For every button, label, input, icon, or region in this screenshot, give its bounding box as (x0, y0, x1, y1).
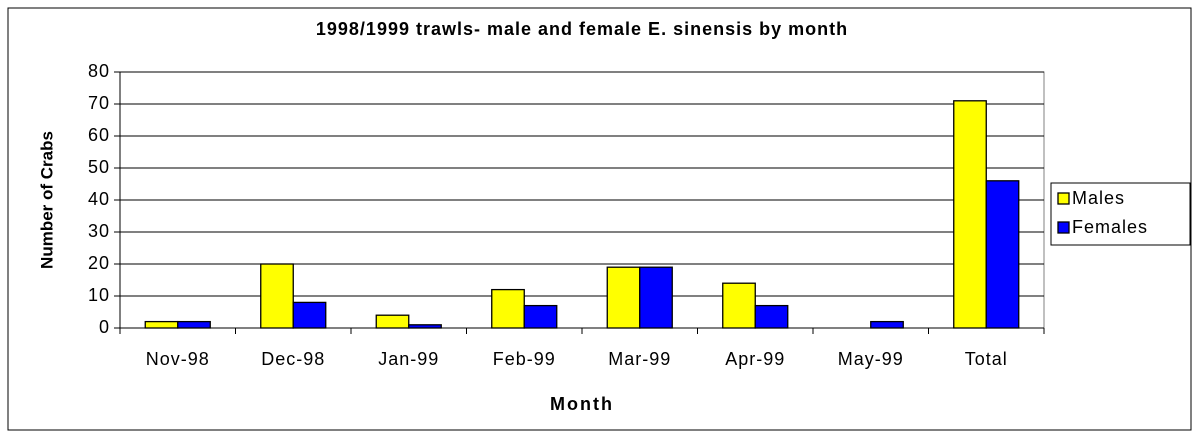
x-axis-title: Month (550, 394, 614, 414)
x-tick-label: May-99 (838, 349, 904, 369)
bar (722, 282, 756, 329)
y-tick-label: 40 (88, 189, 110, 209)
bar (523, 304, 558, 329)
chart-title: 1998/1999 trawls- male and female E. sin… (316, 19, 848, 39)
x-tick-label: Total (965, 349, 1008, 369)
y-axis-title: Number of Crabs (37, 131, 56, 269)
legend-swatch (1057, 192, 1070, 205)
legend-label: Males (1072, 188, 1125, 208)
y-tick-label: 60 (88, 125, 110, 145)
x-tick-label: Jan-99 (378, 349, 439, 369)
x-tick-label: Feb-99 (493, 349, 556, 369)
y-tick-label: 0 (99, 317, 110, 337)
legend-label: Females (1072, 217, 1148, 237)
x-tick-label: Mar-99 (608, 349, 671, 369)
bar (953, 100, 987, 329)
bar (985, 180, 1020, 329)
y-tick-label: 80 (88, 61, 110, 81)
bar (292, 301, 327, 329)
bar (870, 320, 904, 329)
y-tick-label: 10 (88, 285, 110, 305)
x-tick-label: Apr-99 (725, 349, 785, 369)
x-tick-label: Dec-98 (261, 349, 325, 369)
bar (754, 304, 789, 329)
y-tick-label: 30 (88, 221, 110, 241)
bar (491, 288, 525, 329)
x-tick-label: Nov-98 (146, 349, 210, 369)
y-tick-label: 20 (88, 253, 110, 273)
bar (606, 266, 641, 329)
y-tick-label: 50 (88, 157, 110, 177)
bar (375, 314, 410, 329)
legend-box (1050, 182, 1191, 246)
bar (177, 320, 211, 329)
bar (260, 263, 294, 329)
bar (144, 320, 179, 329)
bar (408, 324, 442, 329)
bar (639, 266, 673, 329)
y-tick-label: 70 (88, 93, 110, 113)
legend-swatch (1057, 221, 1070, 234)
